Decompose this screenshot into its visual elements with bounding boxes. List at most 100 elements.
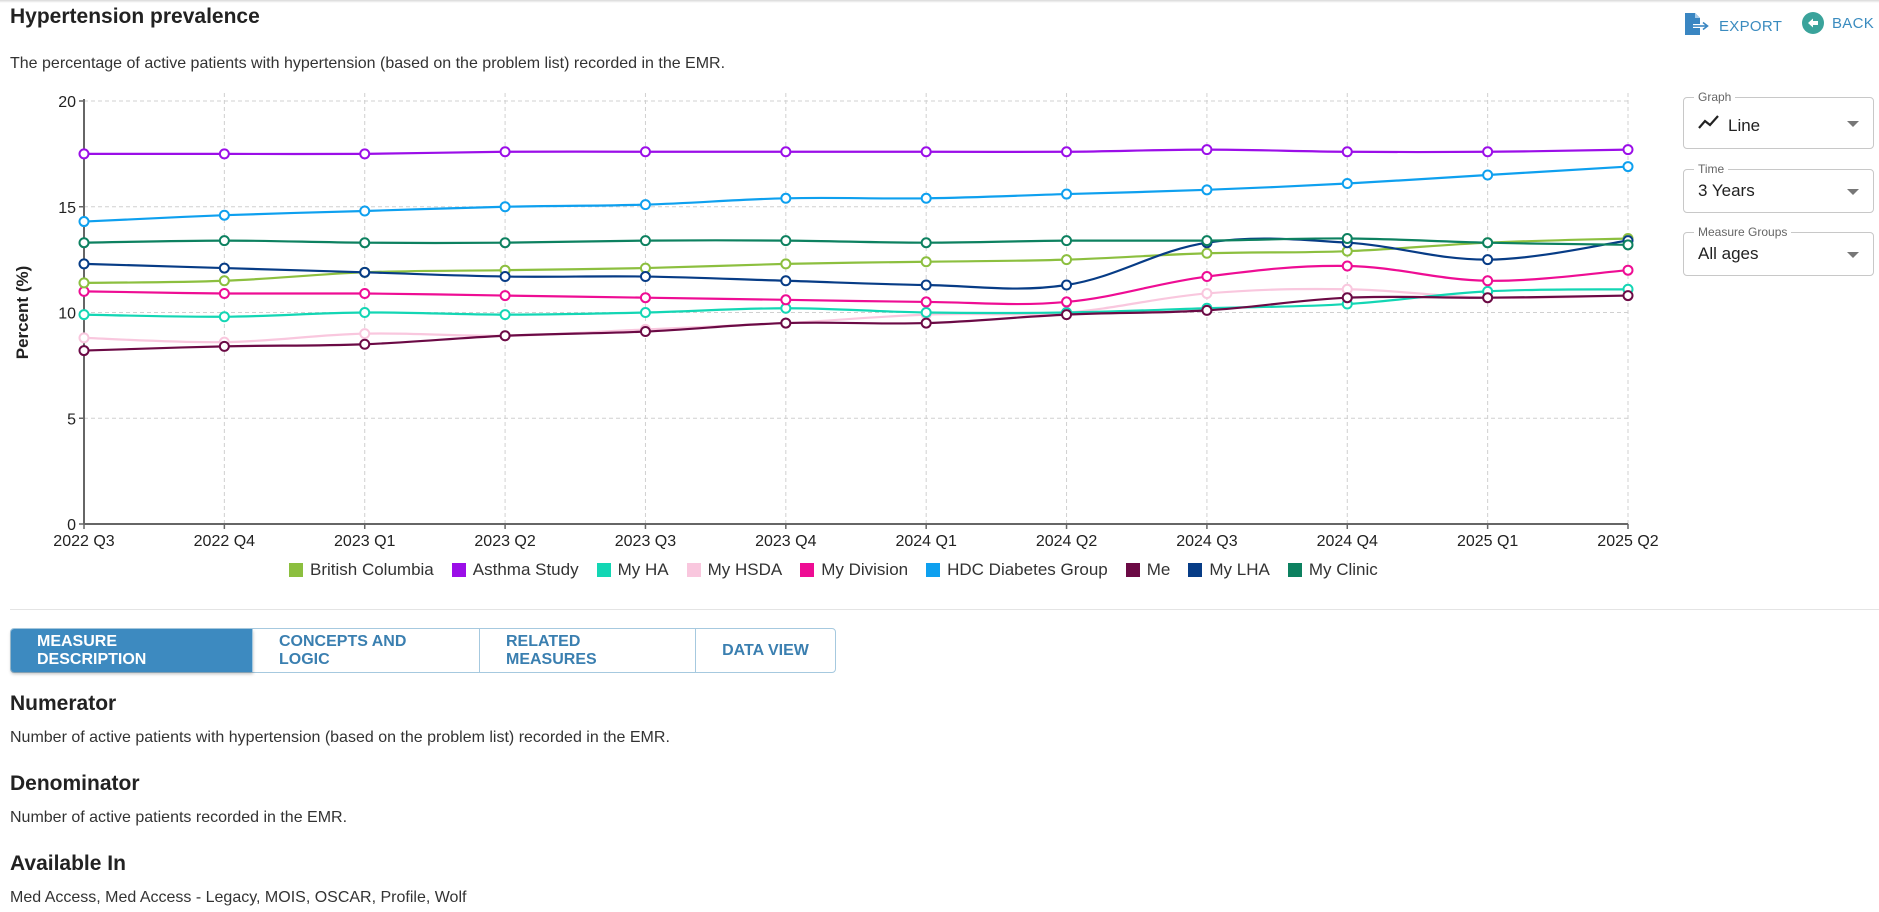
series-line-my-lha [83, 237, 1629, 290]
data-point-my-lha [499, 271, 511, 283]
data-point-asthma-study [1201, 144, 1213, 156]
legend-item[interactable]: My Clinic [1287, 560, 1378, 580]
y-tick-label: 20 [58, 94, 76, 111]
data-point-asthma-study [780, 146, 792, 158]
series-line-me [83, 294, 1629, 352]
legend-item[interactable]: My LHA [1188, 560, 1270, 580]
data-point-my-division [499, 290, 511, 302]
data-point-my-hsda [359, 328, 371, 340]
legend-item[interactable]: Asthma Study [451, 560, 579, 580]
data-point-asthma-study [499, 146, 511, 158]
data-point-asthma-study [359, 148, 371, 160]
chevron-down-icon [1847, 189, 1859, 195]
legend-item[interactable]: My HSDA [686, 560, 782, 580]
data-point-my-lha [920, 279, 932, 291]
data-point-my-clinic [1482, 237, 1494, 249]
legend-item[interactable]: British Columbia [289, 560, 434, 580]
data-point-my-division [1341, 260, 1353, 272]
data-point-my-ha [920, 307, 932, 318]
data-point-my-clinic [499, 237, 511, 249]
data-point-asthma-study [78, 148, 90, 160]
tab-related-measures[interactable]: RELATED MEASURES [480, 629, 696, 672]
x-tick-label: 2023 Q3 [615, 533, 676, 550]
series-line-british-columbia [83, 237, 1629, 284]
data-point-asthma-study [1482, 146, 1494, 158]
tab-concepts-and-logic[interactable]: CONCEPTS AND LOGIC [253, 629, 480, 672]
data-point-me [218, 340, 230, 352]
data-point-my-lha [218, 262, 230, 274]
legend-label: British Columbia [310, 560, 434, 579]
data-point-my-clinic [780, 235, 792, 247]
section-divider [10, 609, 1879, 610]
data-point-my-division [1482, 275, 1494, 287]
x-tick-label: 2024 Q3 [1176, 533, 1237, 550]
time-select-label: Time [1694, 162, 1729, 176]
series-line-my-clinic [83, 237, 1629, 246]
back-button[interactable]: BACK [1802, 12, 1874, 34]
line-chart-icon [1698, 114, 1720, 135]
legend-swatch [596, 563, 611, 577]
export-label: EXPORT [1719, 17, 1783, 35]
data-point-my-ha [359, 307, 371, 318]
data-point-my-ha [639, 307, 651, 318]
x-tick-label: 2022 Q3 [53, 533, 114, 550]
legend-item[interactable]: My Division [800, 560, 908, 580]
back-arrow-icon [1802, 12, 1824, 34]
legend-label: HDC Diabetes Group [947, 560, 1108, 579]
legend-label: Asthma Study [472, 560, 579, 579]
data-point-my-ha [78, 309, 90, 321]
data-point-my-lha [780, 275, 792, 287]
export-icon [1683, 12, 1711, 40]
chevron-down-icon [1847, 121, 1859, 127]
y-axis-label: Percent (%) [13, 266, 32, 360]
measure-groups-label: Measure Groups [1694, 225, 1792, 239]
data-point-my-clinic [1061, 235, 1073, 247]
data-point-asthma-study [1341, 146, 1353, 158]
legend-item[interactable]: HDC Diabetes Group [926, 560, 1108, 580]
available-in-heading: Available In [10, 852, 126, 875]
series-line-my-ha [83, 288, 1629, 318]
measure-groups-select[interactable]: Measure Groups All ages [1683, 225, 1874, 276]
x-tick-label: 2023 Q4 [755, 533, 816, 550]
graph-type-select[interactable]: Graph Line [1683, 90, 1874, 149]
time-select[interactable]: Time 3 Years [1683, 162, 1874, 213]
data-point-my-division [639, 292, 651, 304]
legend-label: My Clinic [1308, 560, 1378, 579]
data-point-me [920, 317, 932, 329]
data-point-my-ha [218, 311, 230, 323]
legend-swatch [1188, 563, 1203, 577]
series-line-my-hsda [83, 287, 1629, 344]
data-point-me [1622, 290, 1634, 302]
legend-item[interactable]: My HA [596, 560, 669, 580]
legend-item[interactable]: Me [1125, 560, 1170, 580]
data-point-my-clinic [1622, 239, 1634, 251]
y-tick-label: 15 [58, 200, 76, 217]
numerator-heading: Numerator [10, 692, 117, 715]
graph-select-label: Graph [1694, 90, 1736, 104]
data-point-my-clinic [639, 235, 651, 247]
data-point-hdc-diabetes-group [1341, 177, 1353, 189]
series-line-asthma-study [84, 148, 1629, 156]
page-subtitle: The percentage of active patients with h… [10, 55, 726, 72]
y-tick-label: 10 [58, 306, 76, 323]
data-point-me [78, 345, 90, 357]
export-button[interactable]: EXPORT [1683, 12, 1782, 40]
x-tick-label: 2024 Q4 [1317, 533, 1378, 550]
data-point-british-columbia [1061, 254, 1073, 266]
series-line-my-division [83, 264, 1629, 306]
data-point-british-columbia [218, 275, 230, 287]
data-point-my-division [780, 294, 792, 306]
data-point-hdc-diabetes-group [639, 199, 651, 211]
data-point-british-columbia [78, 277, 90, 289]
data-point-hdc-diabetes-group [499, 201, 511, 213]
legend-swatch [289, 563, 303, 577]
data-point-british-columbia [780, 258, 792, 270]
data-point-my-clinic [1201, 235, 1213, 247]
tab-data-view[interactable]: DATA VIEW [722, 641, 809, 659]
page-title: Hypertension prevalence [10, 5, 260, 28]
tab-measure-description[interactable]: MEASURE DESCRIPTION [11, 629, 253, 672]
data-point-my-division [920, 296, 932, 308]
data-point-asthma-study [1622, 144, 1634, 156]
y-tick-label: 5 [67, 411, 76, 428]
available-in-text: Med Access, Med Access - Legacy, MOIS, O… [10, 889, 467, 906]
